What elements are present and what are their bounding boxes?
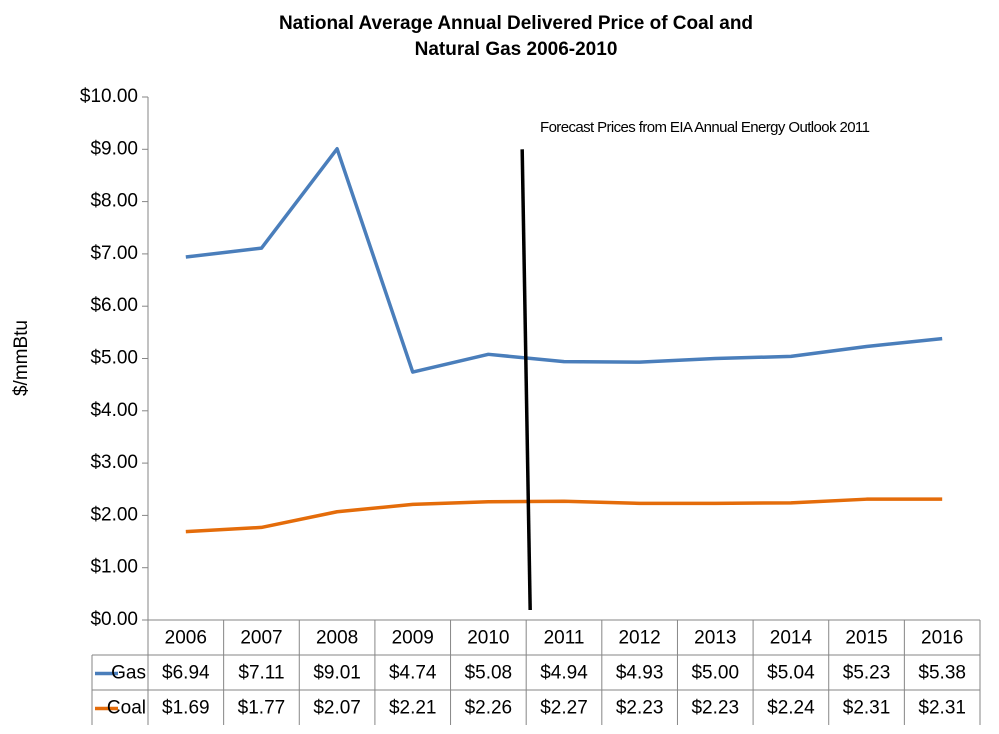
y-tick-label: $2.00 — [90, 504, 138, 525]
annotation: Forecast Prices from EIA Annual Energy O… — [540, 119, 870, 136]
forecast-divider — [520, 149, 532, 611]
table-value: $4.93 — [616, 663, 664, 684]
y-tick-label: $4.00 — [90, 400, 138, 421]
series-line — [185, 497, 943, 534]
y-tick-label: $6.00 — [90, 295, 138, 316]
table-value: $2.31 — [843, 698, 891, 719]
table-value: $7.11 — [238, 663, 284, 684]
y-tick-label: $8.00 — [90, 191, 138, 212]
table-value: $2.23 — [616, 698, 664, 719]
table-value: $5.23 — [843, 663, 891, 684]
x-tick-label: 2009 — [392, 628, 434, 649]
x-tick-label: 2008 — [316, 628, 358, 649]
table-value: $5.04 — [767, 663, 815, 684]
y-tick-label: $5.00 — [90, 348, 138, 369]
table-value: $2.31 — [918, 698, 966, 719]
x-tick-label: 2011 — [544, 628, 585, 649]
x-tick-label: 2010 — [467, 628, 509, 649]
series-line — [185, 147, 943, 374]
table-value: $2.24 — [767, 698, 815, 719]
y-axis-label: $/mmBtu — [11, 320, 32, 396]
x-tick-label: 2007 — [240, 628, 282, 649]
table-value: $1.77 — [238, 698, 286, 719]
table-value: $2.21 — [389, 698, 437, 719]
table-value: $4.94 — [540, 663, 588, 684]
chart-title: National Average Annual Delivered Price … — [279, 13, 753, 34]
legend-label: Gas — [111, 663, 146, 684]
x-tick-label: 2012 — [618, 628, 660, 649]
x-tick-label: 2016 — [921, 628, 963, 649]
y-tick-label: $0.00 — [90, 609, 138, 630]
table-value: $2.23 — [691, 698, 739, 719]
table-value: $5.08 — [465, 663, 513, 684]
x-tick-label: 2013 — [694, 628, 736, 649]
x-tick-label: 2015 — [845, 628, 887, 649]
table-value: $1.69 — [162, 698, 210, 719]
y-tick-label: $7.00 — [90, 243, 138, 264]
table-value: $2.07 — [313, 698, 361, 719]
y-tick-label: $1.00 — [90, 557, 138, 578]
y-tick-label: $9.00 — [90, 138, 138, 159]
y-tick-label: $3.00 — [90, 452, 138, 473]
table-value: $2.27 — [540, 698, 588, 719]
table-value: $5.38 — [918, 663, 966, 684]
x-tick-label: 2014 — [770, 628, 813, 649]
table-value: $9.01 — [313, 663, 361, 684]
chart-title: Natural Gas 2006-2010 — [415, 39, 618, 60]
legend-label: Coal — [107, 698, 146, 719]
table-value: $2.26 — [465, 698, 513, 719]
table-value: $5.00 — [691, 663, 739, 684]
table-value: $6.94 — [162, 663, 210, 684]
x-tick-label: 2006 — [165, 628, 207, 649]
y-tick-label: $10.00 — [80, 86, 138, 107]
table-value: $4.74 — [389, 663, 437, 684]
